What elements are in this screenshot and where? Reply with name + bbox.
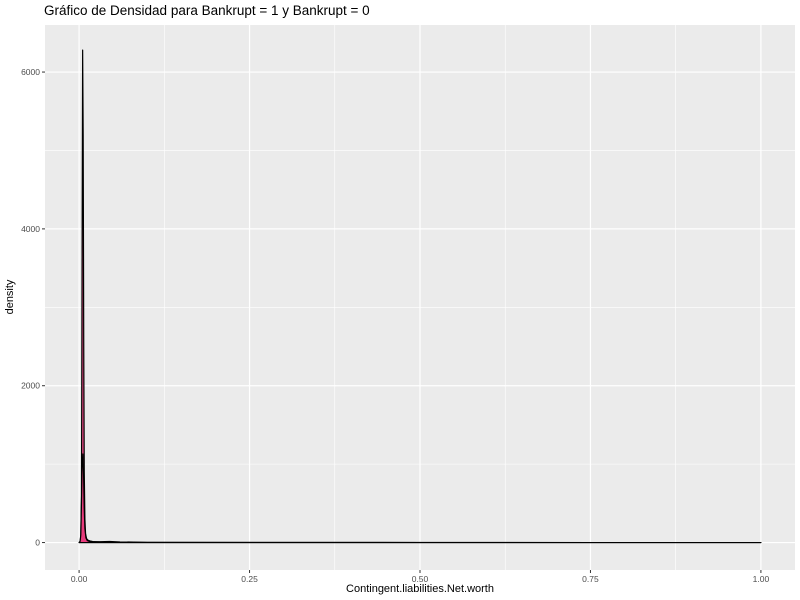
y-tick-label: 6000 bbox=[21, 67, 40, 77]
x-tick-label: 1.00 bbox=[753, 574, 770, 584]
x-tick-label: 0.25 bbox=[241, 574, 258, 584]
x-tick-label: 0.00 bbox=[71, 574, 88, 584]
y-tick-label: 4000 bbox=[21, 224, 40, 234]
density-series bbox=[78, 49, 762, 544]
x-axis-title: Contingent.liabilities.Net.worth bbox=[346, 583, 494, 595]
y-tick-label: 2000 bbox=[21, 381, 40, 391]
axes: 0.00 0.25 0.50 0.75 1.00 0 2000 4000 6000 bbox=[21, 67, 769, 584]
x-tick-label: 0.75 bbox=[582, 574, 599, 584]
chart-title: Gráfico de Densidad para Bankrupt = 1 y … bbox=[44, 3, 370, 18]
x-tick-label: 0.50 bbox=[412, 574, 429, 584]
density-curve-2 bbox=[78, 453, 762, 544]
y-tick-label: 0 bbox=[35, 538, 40, 548]
y-axis-title: density bbox=[4, 279, 16, 314]
